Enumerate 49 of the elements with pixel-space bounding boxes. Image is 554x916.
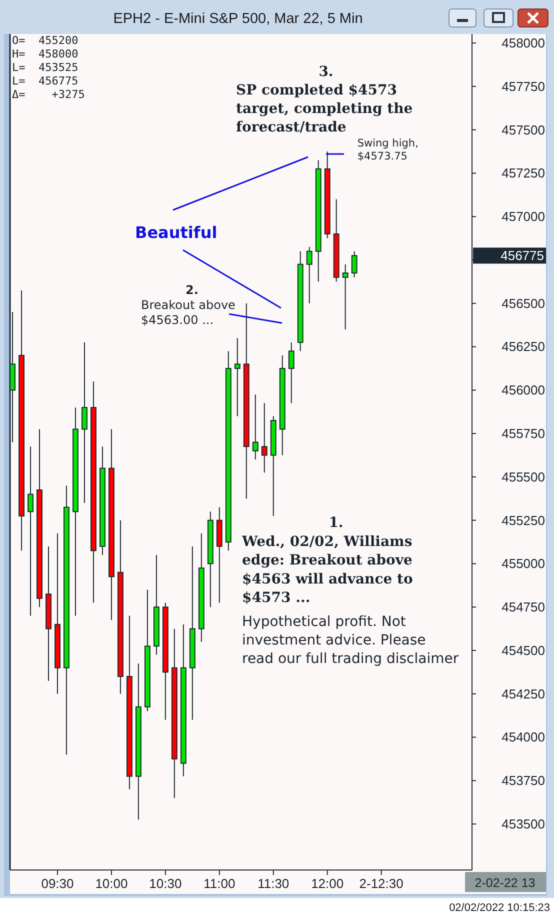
chart-title: EPH2 - E-Mini S&P 500, Mar 22, 5 Min	[113, 11, 363, 27]
annotation: Hypothetical profit. Not investment advice. Please read our full trading disclaimer	[242, 614, 459, 667]
annotation: 1. Wed., 02/02, Williams edge: Breakout above $4563 will advance to $4573 ...	[241, 515, 413, 606]
annotation: 2. Breakout above $4563.00 ...	[141, 283, 236, 327]
annotation: Swing high, $4573.75	[357, 137, 418, 162]
y-tick-label: 457500	[502, 122, 545, 138]
candlestick	[234, 338, 240, 417]
y-tick-label: 453750	[502, 773, 545, 788]
candlestick	[261, 402, 268, 474]
annotation: H= 458000	[12, 48, 78, 60]
y-tick-label: 455000	[502, 556, 545, 572]
candlestick	[306, 246, 312, 304]
y-tick-label: 455500	[502, 469, 545, 484]
y-tick-label: 454250	[502, 686, 545, 702]
candlestick	[288, 342, 294, 404]
candlestick	[252, 394, 258, 460]
y-tick-label: 456250	[502, 339, 545, 354]
x-tick-label: 2-12:30	[359, 876, 404, 891]
candlestick	[82, 342, 88, 504]
candlestick	[351, 250, 358, 278]
y-tick-label: 456500	[502, 296, 545, 311]
annotation: Beautiful	[135, 223, 218, 242]
annotation: 3. SP completed $4573 target, completing the forecast/trade	[236, 64, 413, 136]
x-tick-label: 11:30	[258, 876, 290, 891]
y-tick-label: 455750	[502, 426, 545, 442]
annotation: O= 455200	[12, 34, 78, 47]
y-tick-label: 455250	[502, 512, 545, 528]
text: 456775	[500, 248, 544, 264]
candlestick	[342, 264, 348, 330]
text: 02/02/2022 10:15:23	[449, 902, 550, 914]
y-tick-label: 458000	[502, 36, 545, 51]
x-tick-label: 10:30	[149, 876, 182, 891]
y-tick-label: 457250	[502, 166, 545, 181]
y-tick-label: 453500	[502, 816, 545, 832]
x-tick-label: 12:00	[311, 876, 344, 891]
annotation: L= 453525	[12, 61, 78, 74]
y-tick-label: 456000	[502, 382, 545, 398]
candlestick	[28, 446, 34, 616]
y-tick-label: 457000	[502, 209, 545, 224]
annotation: L= 456775	[12, 74, 78, 88]
x-tick-label: 11:00	[204, 876, 236, 891]
y-tick-label: 454500	[502, 642, 545, 658]
annotation: Δ= +3275	[12, 88, 85, 101]
y-tick-label: 457750	[502, 78, 545, 94]
x-tick-label: 10:00	[95, 876, 128, 891]
x-tick-label: 09:30	[41, 876, 74, 891]
text: 2-02-22 13	[474, 876, 536, 890]
y-tick-label: 454750	[502, 600, 545, 615]
y-tick-label: 454000	[502, 730, 545, 745]
